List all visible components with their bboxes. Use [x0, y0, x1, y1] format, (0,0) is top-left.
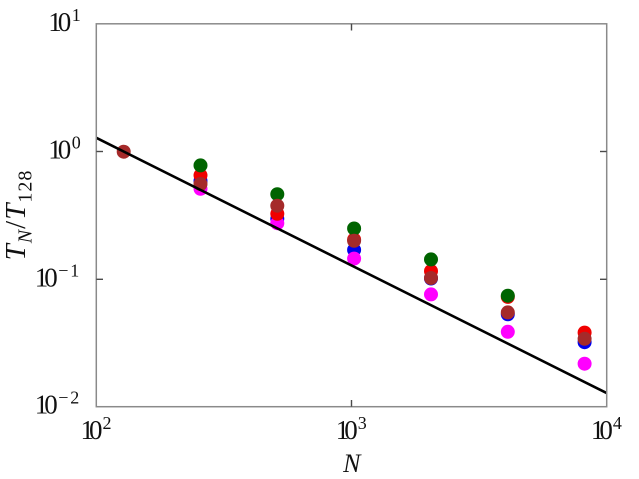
svg-text:3: 3 — [358, 413, 367, 433]
svg-text:1: 1 — [72, 5, 81, 25]
svg-text:TN/T128: TN/T128 — [0, 170, 37, 261]
svg-text:10: 10 — [336, 415, 358, 445]
svg-text:2: 2 — [103, 413, 112, 433]
svg-text:4: 4 — [613, 413, 622, 433]
svg-text:10: 10 — [48, 7, 71, 37]
svg-text:10: 10 — [591, 415, 613, 445]
svg-text:N: N — [342, 449, 362, 478]
svg-text:10: 10 — [35, 262, 58, 292]
svg-text:10: 10 — [35, 390, 58, 420]
svg-text:10: 10 — [81, 415, 103, 445]
svg-text:10: 10 — [48, 135, 71, 165]
svg-text:0: 0 — [72, 133, 81, 153]
